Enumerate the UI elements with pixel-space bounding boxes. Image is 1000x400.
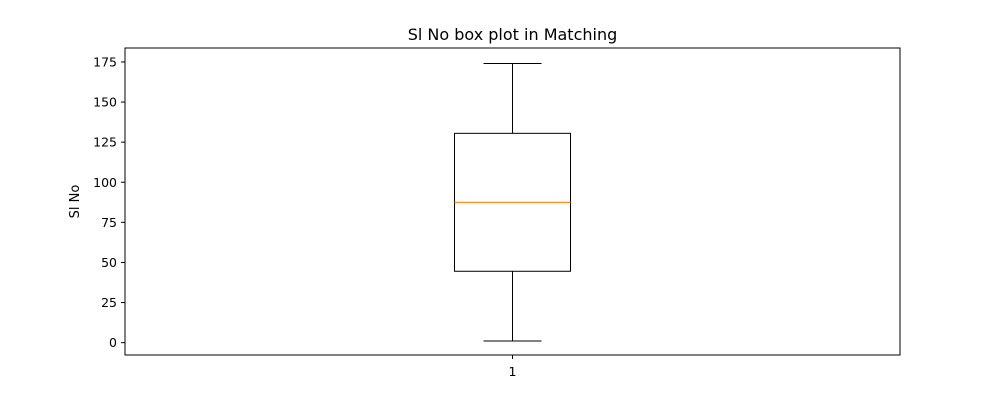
y-tick-label: 25 [101, 295, 117, 310]
chart-title: Sl No box plot in Matching [408, 25, 618, 44]
y-tick-label: 50 [101, 255, 117, 270]
y-tick-label: 150 [93, 95, 117, 110]
plot-area: 0 25 50 75 100 125 150 175 1 [93, 54, 571, 379]
y-tick-label: 175 [93, 54, 117, 69]
y-tick-label: 0 [109, 335, 117, 350]
plot-frame [124, 47, 901, 356]
y-tick-label: 100 [93, 175, 117, 190]
y-tick-label: 75 [101, 215, 117, 230]
y-tick-label: 125 [93, 135, 117, 150]
y-axis-label: Sl No [68, 185, 83, 219]
x-tick-label: 1 [509, 364, 517, 379]
